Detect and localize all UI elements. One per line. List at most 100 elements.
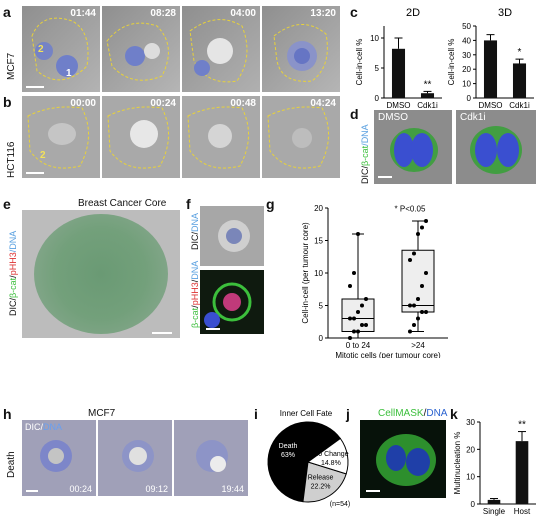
data-point [360, 303, 364, 308]
panel-e-title: Breast Cancer Core [78, 198, 167, 209]
cell-outline [31, 17, 89, 81]
micrograph-tile: 00:00 [22, 96, 100, 178]
timestamp: 00:48 [230, 98, 256, 109]
micrograph-f-bottom [200, 270, 264, 334]
cell-number-2: 2 [38, 44, 44, 55]
y-tick-label: 0 [319, 334, 324, 343]
x-axis-label: Mitotic cells (per tumour core) [335, 351, 441, 358]
row-label-d: DIC/β-cat/DNA [360, 124, 370, 184]
data-point [352, 329, 356, 334]
panel-label-f: f [186, 196, 191, 212]
chart-g-boxplot: 0 5 10 15 20 Cell-in-cell (per tumour core) Mi… [301, 204, 448, 358]
cell-number-1: 1 [66, 68, 72, 79]
micrograph-tile: 04:24 [262, 96, 340, 178]
micrograph-dmso: DMSO [374, 110, 452, 184]
significance-marker: * [518, 47, 522, 58]
data-point [364, 297, 368, 301]
y-tick-label: 20 [462, 65, 471, 74]
label-dic: DIC/ [190, 232, 200, 250]
y-tick-label: 0 [375, 94, 380, 103]
label-sep: / [190, 279, 200, 283]
x-tick-label: Host [514, 507, 531, 516]
label-dna: /DNA [360, 124, 370, 146]
label-dna: DNA [190, 212, 200, 232]
timestamp: 00:24 [69, 484, 92, 494]
y-tick-label: 0 [471, 500, 476, 509]
data-point [412, 323, 416, 327]
x-tick-label: DMSO [479, 101, 503, 110]
label-bcat: β-cat [360, 145, 370, 166]
row-label-death: Death [6, 451, 17, 478]
bar [515, 441, 529, 504]
slice-value: 14.8% [321, 460, 341, 467]
x-tick-label: DMSO [387, 101, 411, 110]
x-tick-label: Cdk1i [417, 101, 438, 110]
label-dic: DIC/ [8, 298, 18, 316]
y-tick-label: 20 [466, 445, 475, 454]
y-tick-label: 5 [375, 64, 380, 73]
data-point [408, 258, 412, 262]
scale-bar [366, 490, 380, 492]
micrograph-tile: 19:44 [174, 420, 248, 496]
data-point [360, 323, 364, 327]
slice-label: Death [279, 443, 298, 450]
data-point [352, 316, 356, 321]
timestamp: 13:20 [310, 8, 336, 19]
data-point [356, 329, 360, 334]
y-axis-label: Cell-in-cell (per tumour core) [301, 222, 310, 324]
significance-marker: ** [424, 79, 432, 90]
label-dic: DIC/ [25, 422, 43, 432]
data-point [416, 297, 420, 301]
chart-k-bar: 0 10 20 30 Multinucleation % Single Host ** [453, 418, 536, 516]
label-dna: DNA [190, 260, 200, 280]
data-point [348, 284, 352, 288]
timestamp: 00:24 [150, 98, 176, 109]
panel-label-i: i [254, 406, 258, 422]
row-label-e: DIC/β-cat/pHH3/DNA [8, 231, 18, 316]
timestamp: 04:24 [310, 98, 336, 109]
significance-marker: ** [518, 420, 526, 431]
pie-slice [302, 461, 347, 503]
data-point [348, 336, 352, 340]
timestamp: 09:12 [145, 484, 168, 494]
micrograph-tile: 00:24 [102, 96, 180, 178]
sample-size-note: (n=54) [330, 501, 350, 508]
micrograph-tile: 09:12 [98, 420, 172, 496]
data-point [420, 225, 424, 230]
box [401, 249, 435, 313]
y-tick-label: 10 [462, 80, 471, 89]
panel-label-b: b [3, 94, 12, 110]
chart-title: 3D [498, 7, 512, 19]
row-label-mcf7: MCF7 [6, 52, 17, 80]
y-tick-label: 0 [467, 94, 472, 103]
bar [420, 93, 435, 98]
timestamp: 00:00 [70, 98, 96, 109]
chart-title: 2D [406, 7, 420, 19]
data-point [408, 303, 412, 308]
scale-bar [206, 328, 220, 330]
panel-label-k: k [450, 406, 458, 422]
data-point [352, 271, 356, 275]
y-tick-label: 50 [462, 22, 471, 31]
slice-label: No Change [313, 451, 349, 458]
micrograph-tile: 13:20 [262, 6, 340, 92]
micrograph-cdk1i: Cdk1i [456, 110, 536, 184]
tissue-core-image [22, 210, 180, 338]
chart-c-2d: 2D 0 5 10 Cell-in-cell % DMSO Cdk1i ** [355, 7, 442, 110]
panel-label-d: d [350, 106, 359, 122]
data-point [424, 219, 428, 223]
scale-bar [26, 490, 38, 492]
timestamp: 04:00 [230, 8, 256, 19]
y-tick-label: 5 [319, 302, 324, 311]
panel-h-title: MCF7 [88, 408, 116, 419]
chart-i-pie: Inner Cell Fate Death 63% Release 22.2% No Ch… [267, 409, 350, 508]
scale-bar [152, 332, 172, 334]
row-label-f-top: DIC/DNA [190, 213, 200, 250]
micrograph-tile: 08:28 [102, 6, 180, 92]
x-tick-label: >24 [411, 341, 425, 350]
y-axis-label: Cell-in-cell % [447, 39, 456, 86]
cell-number-2: 2 [40, 150, 46, 161]
x-tick-label: Single [483, 507, 506, 516]
row-label-hct116: HCT116 [6, 141, 17, 179]
scale-bar [26, 172, 44, 174]
